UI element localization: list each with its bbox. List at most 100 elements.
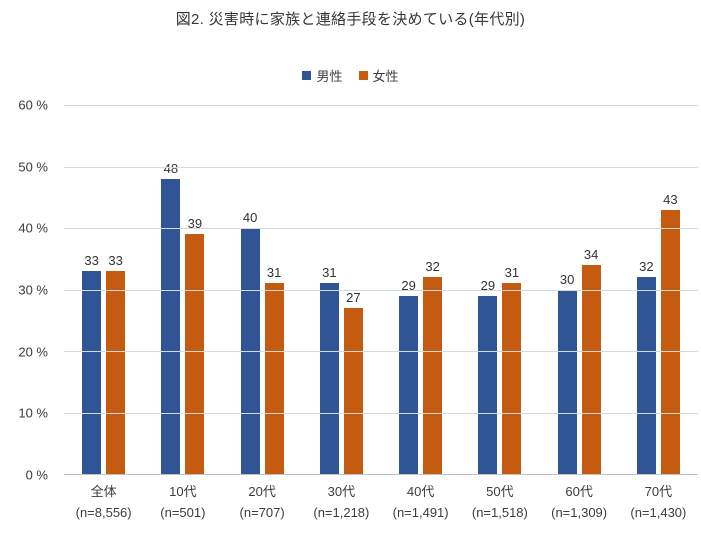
x-axis-category: 60代 (n=1,309) — [540, 481, 619, 520]
category-label: 60代 — [565, 484, 593, 499]
bar-value-label: 43 — [663, 191, 678, 207]
gridline — [64, 228, 698, 229]
category-label: 全体 — [90, 484, 117, 499]
legend-swatch-female-icon — [358, 71, 368, 80]
chart-title: 図2. 災害時に家族と連絡手段を決めている(年代別) — [175, 11, 526, 28]
bar-group: 30 34 — [540, 105, 619, 474]
legend-item-female: 女性 — [358, 66, 399, 85]
bar-value-label: 29 — [480, 277, 496, 293]
bar-column: 32 — [636, 105, 656, 474]
bar-value-label: 39 — [187, 216, 203, 232]
bar-column: 30 — [557, 105, 577, 474]
y-axis-tick-label: 20 % — [18, 344, 48, 360]
category-n-label: (n=501) — [160, 505, 206, 520]
bar-女性 — [423, 277, 443, 474]
y-axis-tick-label: 30 % — [18, 282, 48, 298]
bar-男性 — [82, 271, 102, 474]
bar-group: 29 31 — [460, 105, 539, 474]
y-axis-tick-label: 50 % — [18, 159, 48, 175]
x-axis-category: 全体 (n=8,556) — [64, 481, 143, 520]
bar-pair: 30 34 — [557, 105, 601, 474]
category-n-label: (n=1,518) — [471, 505, 528, 520]
bar-value-label: 33 — [108, 253, 123, 269]
legend-label-male: 男性 — [316, 69, 343, 84]
bar-value-label: 31 — [322, 265, 337, 281]
bar-column: 29 — [399, 105, 419, 474]
x-axis-category: 10代 (n=501) — [143, 481, 222, 520]
bar-pair: 29 31 — [478, 105, 522, 474]
gridline — [64, 105, 698, 106]
x-axis-category: 30代 (n=1,218) — [302, 481, 381, 520]
bar-女性 — [343, 307, 363, 474]
plot-area: 33 33 48 39 40 31 31 27 29 32 29 31 30 34 32 43 — [64, 105, 698, 475]
category-n-label: (n=1,309) — [551, 505, 608, 520]
bar-女性 — [660, 209, 680, 474]
bar-女性 — [264, 283, 284, 474]
y-axis-labels: 0 % 10 % 20 % 30 % 40 % 50 % 60 % — [0, 98, 48, 483]
y-axis-tick-label: 60 % — [18, 97, 48, 113]
category-label: 40代 — [406, 484, 435, 499]
bar-column: 29 — [478, 105, 498, 474]
bar-column: 32 — [423, 105, 443, 474]
category-n-label: (n=707) — [239, 505, 285, 520]
bar-value-label: 48 — [163, 160, 179, 176]
bar-column: 33 — [82, 105, 102, 474]
bar-value-label: 32 — [425, 259, 440, 275]
x-axis-category: 40代 (n=1,491) — [381, 481, 460, 520]
bar-男性 — [636, 277, 656, 474]
bar-pair: 31 27 — [319, 105, 363, 474]
bar-pair: 32 43 — [636, 105, 680, 474]
category-n-label: (n=1,218) — [313, 505, 370, 520]
bar-pair: 33 33 — [82, 105, 126, 474]
bar-column: 33 — [106, 105, 126, 474]
bar-column: 31 — [502, 105, 522, 474]
category-n-label: (n=8,556) — [75, 505, 132, 520]
category-label: 30代 — [327, 484, 356, 499]
legend-swatch-male-icon — [302, 71, 312, 80]
bar-value-label: 32 — [639, 259, 654, 275]
category-label: 20代 — [248, 484, 276, 499]
legend-item-male: 男性 — [302, 66, 343, 85]
bar-pair: 29 32 — [399, 105, 443, 474]
bar-column: 31 — [264, 105, 284, 474]
bar-group: 33 33 — [64, 105, 143, 474]
bar-男性 — [478, 295, 498, 474]
legend: 男性 女性 — [0, 66, 701, 85]
bar-value-label: 40 — [242, 210, 258, 225]
x-axis-category: 20代 (n=707) — [223, 481, 302, 520]
bar-男性 — [557, 289, 577, 474]
gridline — [64, 166, 698, 168]
bar-value-label: 31 — [266, 265, 282, 281]
bar-column: 48 — [161, 105, 181, 474]
y-axis-tick-label: 40 % — [18, 220, 48, 236]
bar-value-label: 30 — [559, 271, 575, 287]
bar-女性 — [106, 271, 126, 474]
gridline — [64, 412, 698, 414]
x-axis-labels: 全体 (n=8,556) 10代 (n=501) 20代 (n=707) 30代 (n=1,2… — [64, 481, 698, 520]
bar-column: 27 — [343, 105, 363, 474]
bar-value-label: 27 — [346, 289, 361, 305]
category-label: 70代 — [644, 484, 673, 499]
bar-男性 — [319, 283, 339, 474]
bar-女性 — [185, 234, 205, 474]
bar-女性 — [581, 264, 601, 474]
bar-group: 29 32 — [381, 105, 460, 474]
bar-男性 — [399, 295, 419, 474]
bar-column: 34 — [581, 105, 601, 474]
bar-女性 — [502, 283, 522, 474]
bar-value-label: 34 — [583, 246, 599, 262]
bar-value-label: 33 — [84, 253, 99, 269]
bar-column: 43 — [660, 105, 680, 474]
bar-group: 31 27 — [302, 105, 381, 474]
category-n-label: (n=1,491) — [392, 505, 449, 520]
gridline — [64, 351, 698, 352]
bar-column: 39 — [185, 105, 205, 474]
bar-column: 31 — [319, 105, 339, 474]
legend-label-female: 女性 — [372, 69, 399, 84]
bar-group: 48 39 — [143, 105, 222, 474]
bar-value-label: 29 — [401, 277, 416, 293]
gridline — [64, 289, 698, 291]
y-axis-tick-label: 10 % — [18, 405, 48, 421]
bar-男性 — [161, 178, 181, 474]
